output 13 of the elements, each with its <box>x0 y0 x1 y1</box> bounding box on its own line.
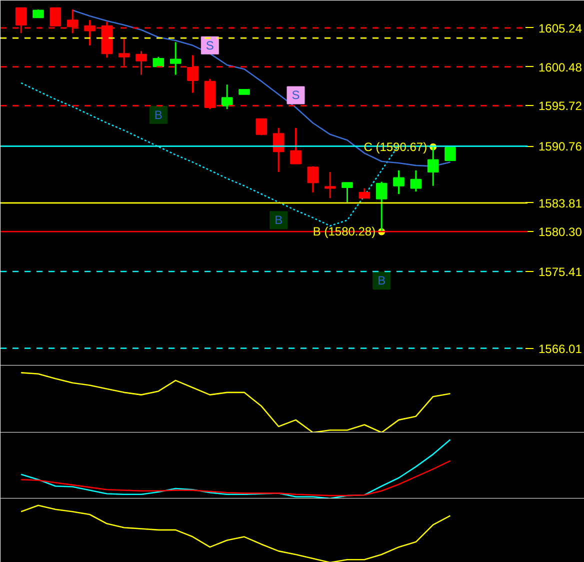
data-label: B <box>378 274 386 288</box>
y-tick-label: 1595.72 <box>538 99 582 114</box>
data-label: B <box>274 213 283 228</box>
y-tick-label: 1600.48 <box>538 60 582 74</box>
y-tick-label: 1575.41 <box>538 265 582 280</box>
y-tick-label: 1580.30 <box>538 225 582 240</box>
y-tick-label: 1605.24 <box>538 21 582 36</box>
data-label: B <box>154 108 162 122</box>
y-tick-label: 1590.76 <box>538 140 582 154</box>
data-label: S <box>292 88 300 102</box>
y-tick-label: 1583.81 <box>538 196 582 210</box>
y-tick-label: 1566.01 <box>538 342 582 356</box>
data-label: S <box>206 38 214 52</box>
